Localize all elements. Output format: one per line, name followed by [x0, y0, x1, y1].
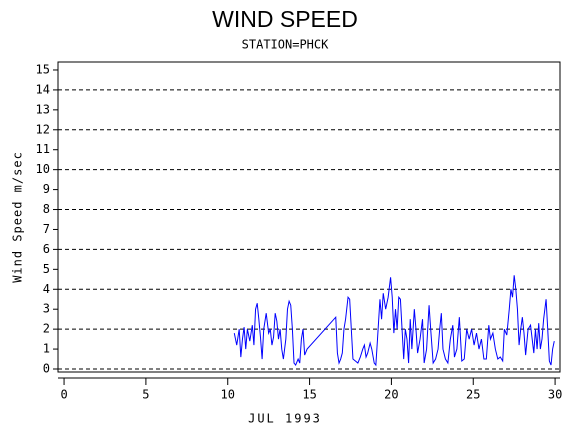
y-tick-label: 4 [43, 282, 50, 296]
data-line [233, 275, 555, 367]
x-tick-label: 30 [548, 388, 562, 402]
plot-frame [57, 61, 561, 373]
y-tick-label: 15 [36, 62, 50, 76]
y-tick-label: 8 [43, 202, 50, 216]
x-tick-label: 25 [466, 388, 480, 402]
y-tick-label: 5 [43, 262, 50, 276]
chart-subtitle: STATION=PHCK [242, 38, 329, 52]
y-tick-label: 0 [43, 362, 50, 376]
x-tick-label: 0 [60, 388, 67, 402]
y-tick-label: 11 [36, 142, 50, 156]
y-tick-label: 6 [43, 242, 50, 256]
x-tick-label: 20 [384, 388, 398, 402]
y-axis-label: Wind Speed m/sec [11, 151, 25, 283]
chart-title: WIND SPEED [212, 6, 358, 32]
x-tick-label: 10 [221, 388, 235, 402]
x-tick-label: 15 [302, 388, 316, 402]
y-tick-label: 13 [36, 102, 50, 116]
y-tick-label: 14 [36, 82, 50, 96]
y-tick-label: 10 [36, 162, 50, 176]
y-tick-label: 1 [43, 342, 50, 356]
y-tick-label: 3 [43, 302, 50, 316]
x-axis-label: JUL 1993 [248, 412, 322, 426]
y-tick-label: 9 [43, 182, 50, 196]
x-tick-label: 5 [142, 388, 149, 402]
y-tick-label: 2 [43, 322, 50, 336]
y-tick-label: 12 [36, 122, 50, 136]
y-tick-label: 7 [43, 222, 50, 236]
